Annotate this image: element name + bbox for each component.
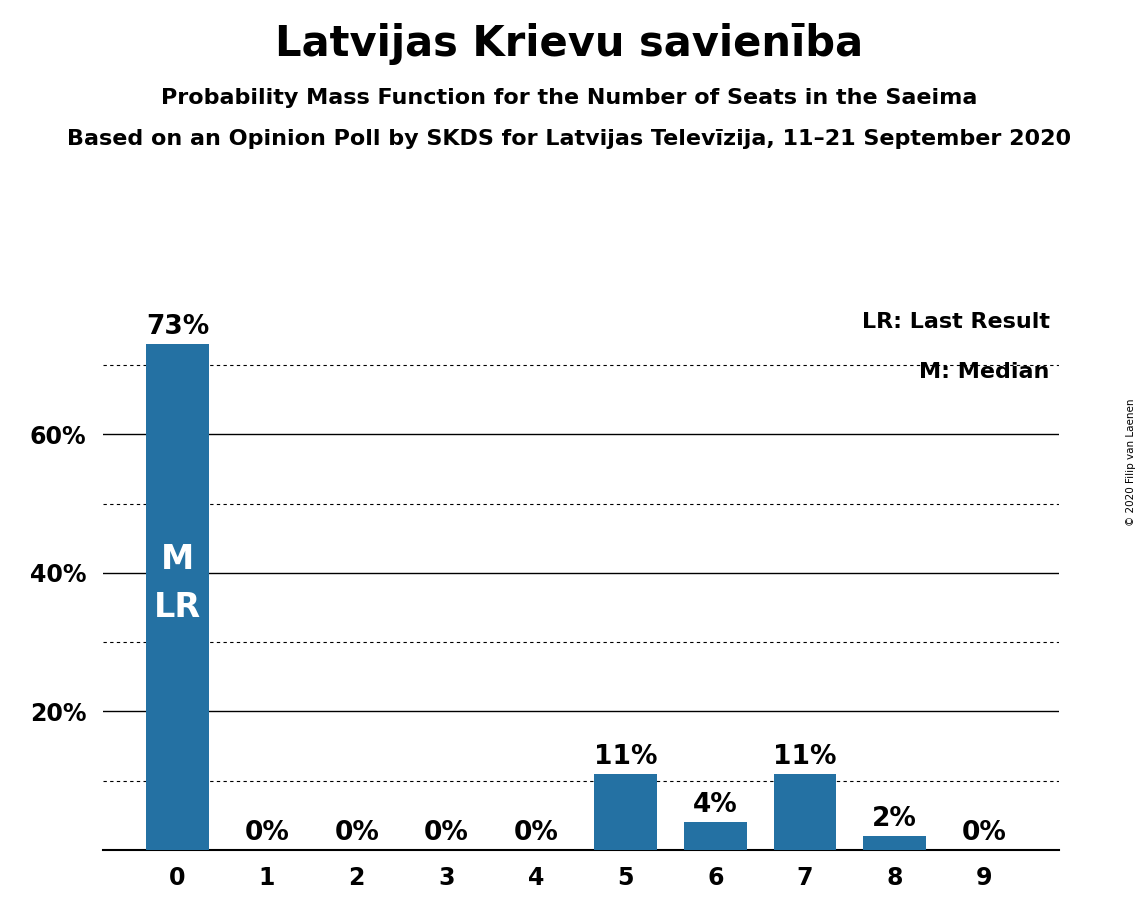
Text: M: Median: M: Median [919, 362, 1050, 383]
Text: LR: Last Result: LR: Last Result [862, 312, 1050, 333]
Text: Latvijas Krievu savienība: Latvijas Krievu savienība [276, 23, 863, 65]
Text: 11%: 11% [773, 744, 837, 770]
Text: 0%: 0% [514, 820, 558, 846]
Bar [773, 774, 836, 850]
Text: Probability Mass Function for the Number of Seats in the Saeima: Probability Mass Function for the Number… [162, 88, 977, 108]
Bar [685, 822, 747, 850]
Text: 2%: 2% [872, 806, 917, 832]
Text: 73%: 73% [146, 314, 210, 340]
Text: 0%: 0% [424, 820, 469, 846]
Text: 0%: 0% [962, 820, 1007, 846]
Text: 11%: 11% [593, 744, 657, 770]
Text: © 2020 Filip van Laenen: © 2020 Filip van Laenen [1126, 398, 1136, 526]
Text: M: M [161, 542, 194, 576]
Text: 0%: 0% [334, 820, 379, 846]
Text: Based on an Opinion Poll by SKDS for Latvijas Televīzija, 11–21 September 2020: Based on an Opinion Poll by SKDS for Lat… [67, 129, 1072, 150]
Text: 0%: 0% [245, 820, 289, 846]
Bar [863, 836, 926, 850]
Text: LR: LR [154, 591, 200, 624]
Text: 4%: 4% [693, 792, 738, 819]
Bar [146, 345, 208, 850]
Bar [595, 774, 657, 850]
